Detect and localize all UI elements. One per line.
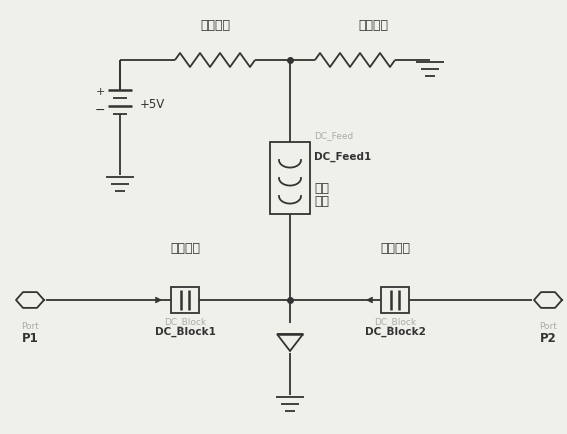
Text: DC_Block2: DC_Block2 (365, 327, 425, 337)
Text: P2: P2 (540, 332, 556, 345)
Text: +5V: +5V (140, 98, 165, 111)
Text: 固定电阻: 固定电阻 (200, 19, 230, 32)
Text: 电感: 电感 (314, 195, 329, 208)
Text: DC_Feed1: DC_Feed1 (314, 152, 371, 162)
Text: 扼流: 扼流 (314, 182, 329, 195)
Polygon shape (277, 334, 303, 351)
Text: −: − (95, 103, 105, 116)
Text: DC_Block1: DC_Block1 (155, 327, 215, 337)
Bar (171, 287, 199, 313)
Bar (381, 287, 409, 313)
Bar (270, 142, 310, 214)
Text: 耦合电容: 耦合电容 (170, 242, 200, 255)
Text: DC_Block: DC_Block (374, 317, 416, 326)
Text: 热敏电阻: 热敏电阻 (358, 19, 388, 32)
Text: Port: Port (21, 322, 39, 331)
Text: Port: Port (539, 322, 557, 331)
Text: +: + (95, 87, 105, 97)
Text: P1: P1 (22, 332, 39, 345)
Text: DC_Feed: DC_Feed (314, 131, 353, 140)
Text: DC_Block: DC_Block (164, 317, 206, 326)
Text: 耦合电容: 耦合电容 (380, 242, 410, 255)
